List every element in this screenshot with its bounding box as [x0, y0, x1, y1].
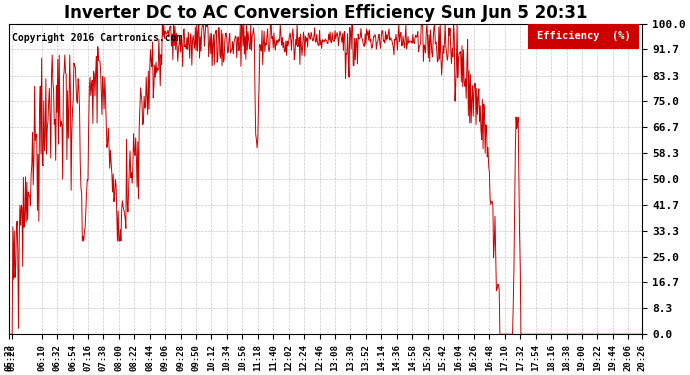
Text: Copyright 2016 Cartronics.com: Copyright 2016 Cartronics.com	[12, 33, 182, 43]
Title: Inverter DC to AC Conversion Efficiency Sun Jun 5 20:31: Inverter DC to AC Conversion Efficiency …	[63, 4, 587, 22]
